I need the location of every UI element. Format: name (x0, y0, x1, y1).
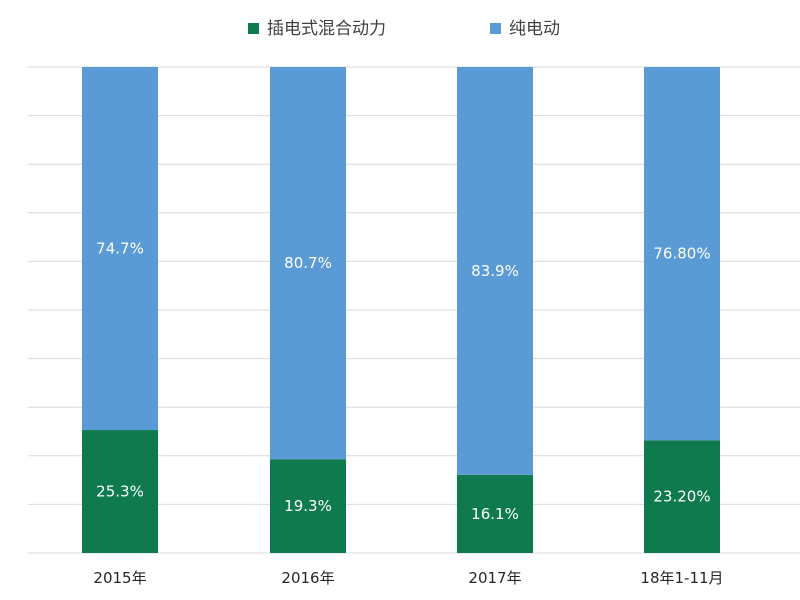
data-label-plugin-hybrid-0: 25.3% (96, 483, 144, 501)
legend-label-battery-electric: 纯电动 (509, 19, 560, 39)
legend-label-plugin-hybrid: 插电式混合动力 (267, 19, 386, 39)
bar-battery-electric-1 (270, 67, 346, 460)
data-label-battery-electric-0: 74.7% (96, 240, 144, 258)
bars (82, 67, 720, 553)
bar-plugin-hybrid-2 (457, 474, 533, 553)
bar-plugin-hybrid-1 (270, 459, 346, 553)
data-label-plugin-hybrid-3: 23.20% (653, 488, 710, 506)
data-label-battery-electric-2: 83.9% (471, 262, 519, 280)
data-label-battery-electric-1: 80.7% (284, 254, 332, 272)
data-label-plugin-hybrid-2: 16.1% (471, 505, 519, 523)
legend-swatch-battery-electric (490, 23, 501, 34)
data-label-battery-electric-3: 76.80% (653, 245, 710, 263)
data-label-plugin-hybrid-1: 19.3% (284, 497, 332, 515)
bar-plugin-hybrid-3 (644, 440, 720, 553)
bar-battery-electric-0 (82, 67, 158, 431)
x-tick-label-0: 2015年 (93, 569, 146, 587)
bar-plugin-hybrid-0 (82, 430, 158, 553)
bar-battery-electric-2 (457, 67, 533, 475)
data-labels: 25.3% 74.7% 19.3% 80.7% 16.1% 83.9% 23.20% 76.8… (96, 240, 710, 523)
bar-battery-electric-3 (644, 67, 720, 441)
x-tick-label-2: 2017年 (468, 569, 521, 587)
x-axis-tick-labels: 2015年 2016年 2017年 18年1-11月 (93, 569, 723, 587)
legend-swatch-plugin-hybrid (248, 23, 259, 34)
legend: 插电式混合动力 纯电动 (248, 19, 560, 39)
x-tick-label-1: 2016年 (281, 569, 334, 587)
x-tick-label-3: 18年1-11月 (640, 569, 723, 587)
